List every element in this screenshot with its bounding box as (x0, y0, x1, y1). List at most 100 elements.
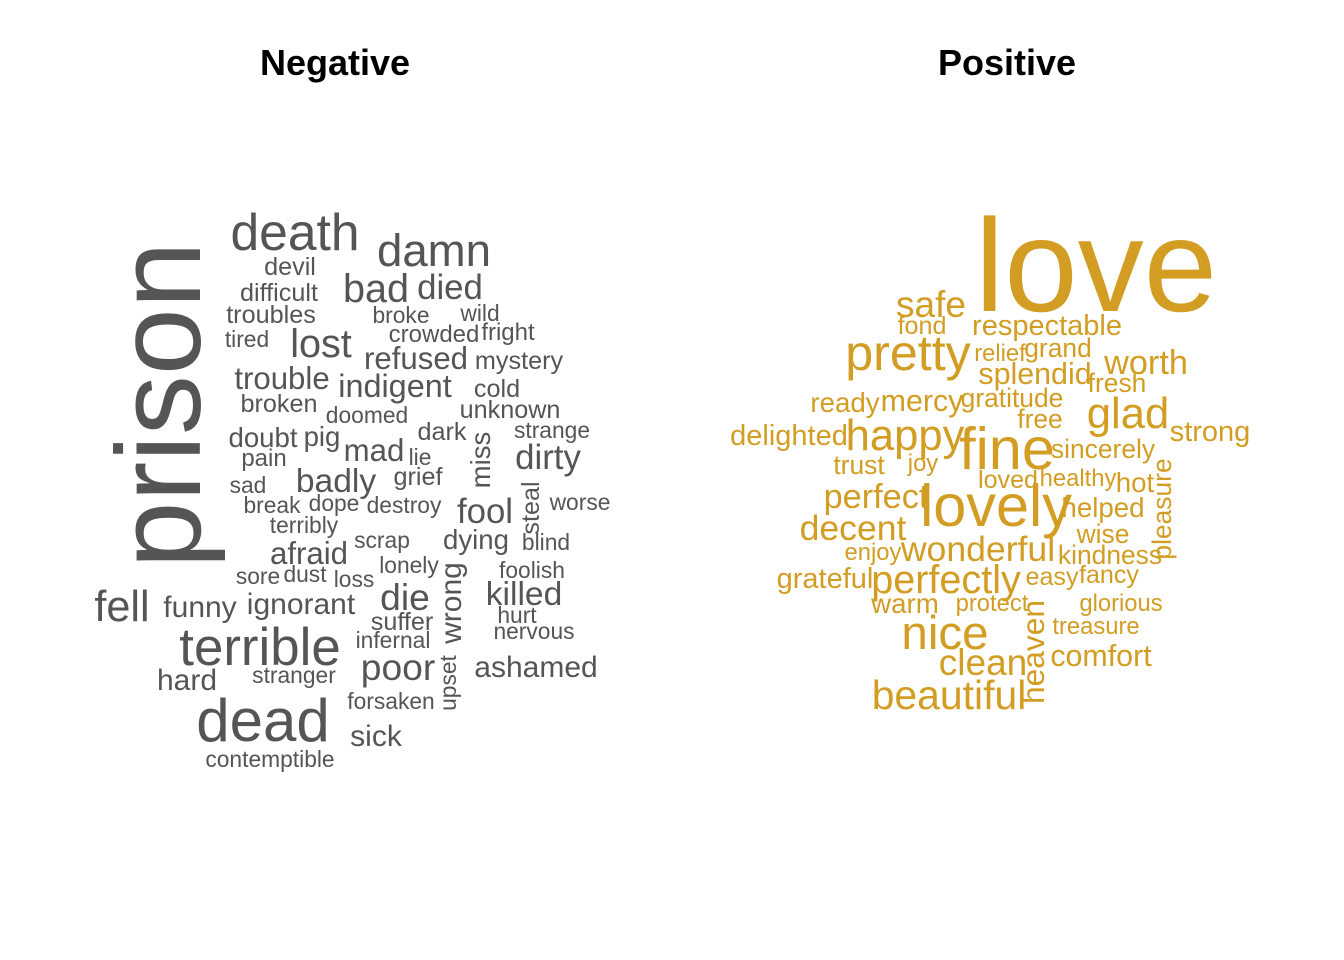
negative-word-fell: fell (94, 583, 149, 631)
negative-word-terribly: terribly (270, 512, 339, 538)
positive-word-protect: protect (956, 590, 1029, 617)
positive-word-treasure: treasure (1052, 613, 1139, 640)
negative-word-killed: killed (486, 576, 563, 613)
negative-word-dark: dark (418, 418, 467, 446)
negative-word-strange: strange (514, 417, 590, 443)
positive-word-safe: safe (896, 284, 966, 325)
positive-word-trust: trust (833, 450, 885, 480)
positive-word-delighted: delighted (730, 420, 848, 452)
negative-word-hurt: hurt (497, 602, 537, 628)
negative-word-tired: tired (225, 326, 269, 352)
positive-word-healthy: healthy (1040, 465, 1117, 492)
positive-word-fresh: fresh (1088, 368, 1147, 398)
negative-word-poor: poor (361, 646, 435, 688)
negative-word-upset: upset (435, 654, 461, 710)
negative-word-hard: hard (157, 664, 217, 697)
negative-word-loss: loss (334, 566, 375, 592)
positive-word-warm: warm (870, 588, 939, 619)
positive-word-kindness: kindness (1058, 540, 1162, 570)
positive-word-nice: nice (901, 607, 988, 660)
negative-word-dope: dope (309, 490, 360, 516)
positive-word-comfort: comfort (1050, 639, 1152, 673)
negative-word-nervous: nervous (493, 618, 574, 644)
negative-word-doomed: doomed (326, 402, 408, 428)
negative-word-dead: dead (196, 687, 329, 754)
negative-word-terrible: terrible (179, 618, 340, 677)
negative-word-broke: broke (372, 302, 429, 328)
negative-word-sore: sore (236, 563, 280, 589)
negative-word-scrap: scrap (354, 527, 410, 553)
negative-word-wrong: wrong (435, 562, 468, 645)
positive-word-pleasure: pleasure (1147, 458, 1177, 559)
positive-word-mercy: mercy (881, 384, 965, 418)
negative-word-death: death (230, 203, 359, 261)
negative-word-lie: lie (409, 444, 432, 470)
positive-word-grand: grand (1024, 333, 1092, 363)
positive-word-love: love (975, 192, 1217, 339)
positive-word-wise: wise (1076, 519, 1130, 549)
negative-word-bad: bad (343, 267, 409, 311)
positive-word-enjoy: enjoy (845, 539, 902, 566)
negative-word-die: die (380, 576, 430, 618)
positive-word-sincerely: sincerely (1051, 434, 1156, 464)
positive-word-perfectly: perfectly (871, 558, 1021, 602)
negative-word-prison: prison (92, 242, 226, 569)
negative-word-doubt: doubt (228, 422, 297, 453)
positive-word-gratitude: gratitude (961, 383, 1064, 413)
negative-word-dirty: dirty (515, 438, 581, 477)
negative-word-blind: blind (522, 529, 570, 555)
negative-word-difficult: difficult (240, 279, 318, 307)
negative-word-wild: wild (459, 300, 499, 326)
negative-word-cold: cold (474, 375, 520, 403)
negative-word-pain: pain (241, 445, 286, 472)
negative-word-grief: grief (394, 463, 444, 491)
negative-word-lost: lost (290, 322, 352, 366)
negative-word-indigent: indigent (338, 368, 451, 404)
positive-word-splendid: splendid (978, 357, 1091, 391)
positive-word-worth: worth (1103, 344, 1188, 382)
negative-word-mad: mad (344, 433, 405, 468)
positive-word-lovely: lovely (920, 472, 1072, 539)
positive-word-relief: relief (974, 340, 1026, 367)
negative-word-foolish: foolish (499, 557, 565, 583)
positive-word-fine: fine (959, 415, 1055, 482)
negative-word-infernal: infernal (356, 627, 431, 653)
negative-word-died: died (417, 268, 483, 307)
positive-word-joy: joy (907, 450, 939, 477)
negative-word-refused: refused (364, 341, 468, 376)
positive-word-glad: glad (1087, 390, 1169, 438)
negative-word-dust: dust (283, 561, 327, 587)
positive-word-ready: ready (810, 387, 879, 418)
negative-word-contemptible: contemptible (205, 746, 334, 772)
negative-word-crowded: crowded (389, 321, 480, 348)
negative-word-miss: miss (465, 432, 496, 489)
positive-word-beautiful: beautiful (872, 672, 1027, 718)
negative-word-troubles: troubles (226, 301, 316, 329)
negative-word-funny: funny (163, 591, 236, 624)
positive-word-heaven: heaven (1015, 600, 1051, 704)
negative-word-fool: fool (457, 492, 513, 531)
positive-word-fancy: fancy (1079, 561, 1139, 589)
negative-word-lonely: lonely (379, 552, 439, 578)
negative-word-devil: devil (264, 253, 316, 281)
positive-word-fond: fond (898, 312, 947, 340)
negative-word-destroy: destroy (367, 492, 442, 518)
negative-word-unknown: unknown (460, 396, 561, 424)
negative-word-trouble: trouble (234, 361, 329, 396)
positive-word-happy: happy (846, 412, 965, 460)
negative-word-afraid: afraid (270, 536, 348, 571)
negative-word-dying: dying (443, 524, 509, 555)
negative-word-badly: badly (296, 463, 376, 500)
negative-panel-title: Negative (259, 42, 411, 83)
positive-word-hot: hot (1116, 467, 1155, 498)
negative-word-sad: sad (230, 472, 267, 498)
positive-word-glorious: glorious (1079, 590, 1162, 617)
positive-word-wonderful: wonderful (900, 529, 1055, 569)
negative-word-mystery: mystery (475, 347, 564, 375)
positive-word-respectable: respectable (972, 310, 1122, 342)
positive-word-decent: decent (800, 508, 907, 548)
positive-word-clean: clean (939, 642, 1027, 683)
positive-word-grateful: grateful (777, 563, 874, 595)
positive-word-perfect: perfect (824, 478, 929, 516)
